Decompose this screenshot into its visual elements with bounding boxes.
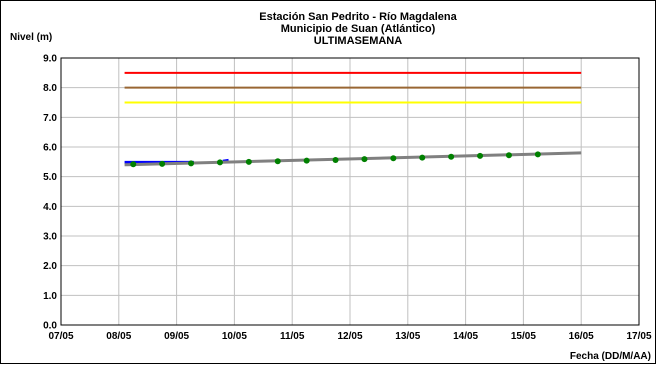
x-tick-label: 10/05 [222,331,247,342]
y-tick-label: 0.0 [43,321,57,332]
data-point [534,151,541,158]
trend-line [124,151,582,167]
chart-title-line-1: Estación San Pedrito - Río Magdalena [259,11,457,23]
y-tick-label: 4.0 [43,202,57,213]
y-tick-label: 5.0 [43,172,57,183]
y-axis-ticks: 0.0 1.0 2.0 3.0 4.0 5.0 6.0 7.0 8.0 9.0 [43,54,57,332]
y-tick-label: 8.0 [43,83,57,94]
data-point [419,154,426,161]
data-point [390,155,397,162]
x-tick-label: 15/05 [511,331,536,342]
data-point [130,161,137,168]
data-point [188,160,195,167]
chart-title-line-2: Municipio de Suan (Atlántico) [281,23,436,35]
x-tick-label: 13/05 [395,331,420,342]
y-tick-label: 6.0 [43,143,57,154]
data-point [477,152,484,159]
data-point [159,160,166,167]
data-point [274,158,281,165]
x-axis-ticks: 07/05 08/05 09/05 10/05 11/05 12/05 13/05 14/05… [48,331,651,342]
data-point [361,156,368,163]
data-point [448,153,455,160]
y-tick-label: 1.0 [43,291,57,302]
x-tick-label: 11/05 [280,331,305,342]
y-tick-label: 3.0 [43,232,57,243]
data-point [245,158,252,165]
y-tick-label: 7.0 [43,113,57,124]
x-tick-label: 08/05 [106,331,131,342]
grid [61,58,639,325]
x-tick-label: 14/05 [453,331,478,342]
series-layer [124,151,582,168]
y-tick-label: 2.0 [43,261,57,272]
x-tick-label: 16/05 [569,331,594,342]
data-point [332,157,339,164]
data-point [303,157,310,164]
x-axis-title: Fecha (DD/M/AA) [570,351,651,362]
chart-title-line-3: ULTIMASEMANA [314,35,402,47]
data-point [505,152,512,159]
x-tick-label: 09/05 [164,331,189,342]
x-tick-label: 12/05 [337,331,362,342]
threshold-lines [124,71,582,104]
y-tick-label: 9.0 [43,54,57,65]
y-axis-title: Nivel (m) [10,32,52,43]
plot-area-border [60,57,640,326]
x-tick-label: 17/05 [626,331,651,342]
data-point [216,159,223,166]
x-tick-label: 07/05 [48,331,73,342]
